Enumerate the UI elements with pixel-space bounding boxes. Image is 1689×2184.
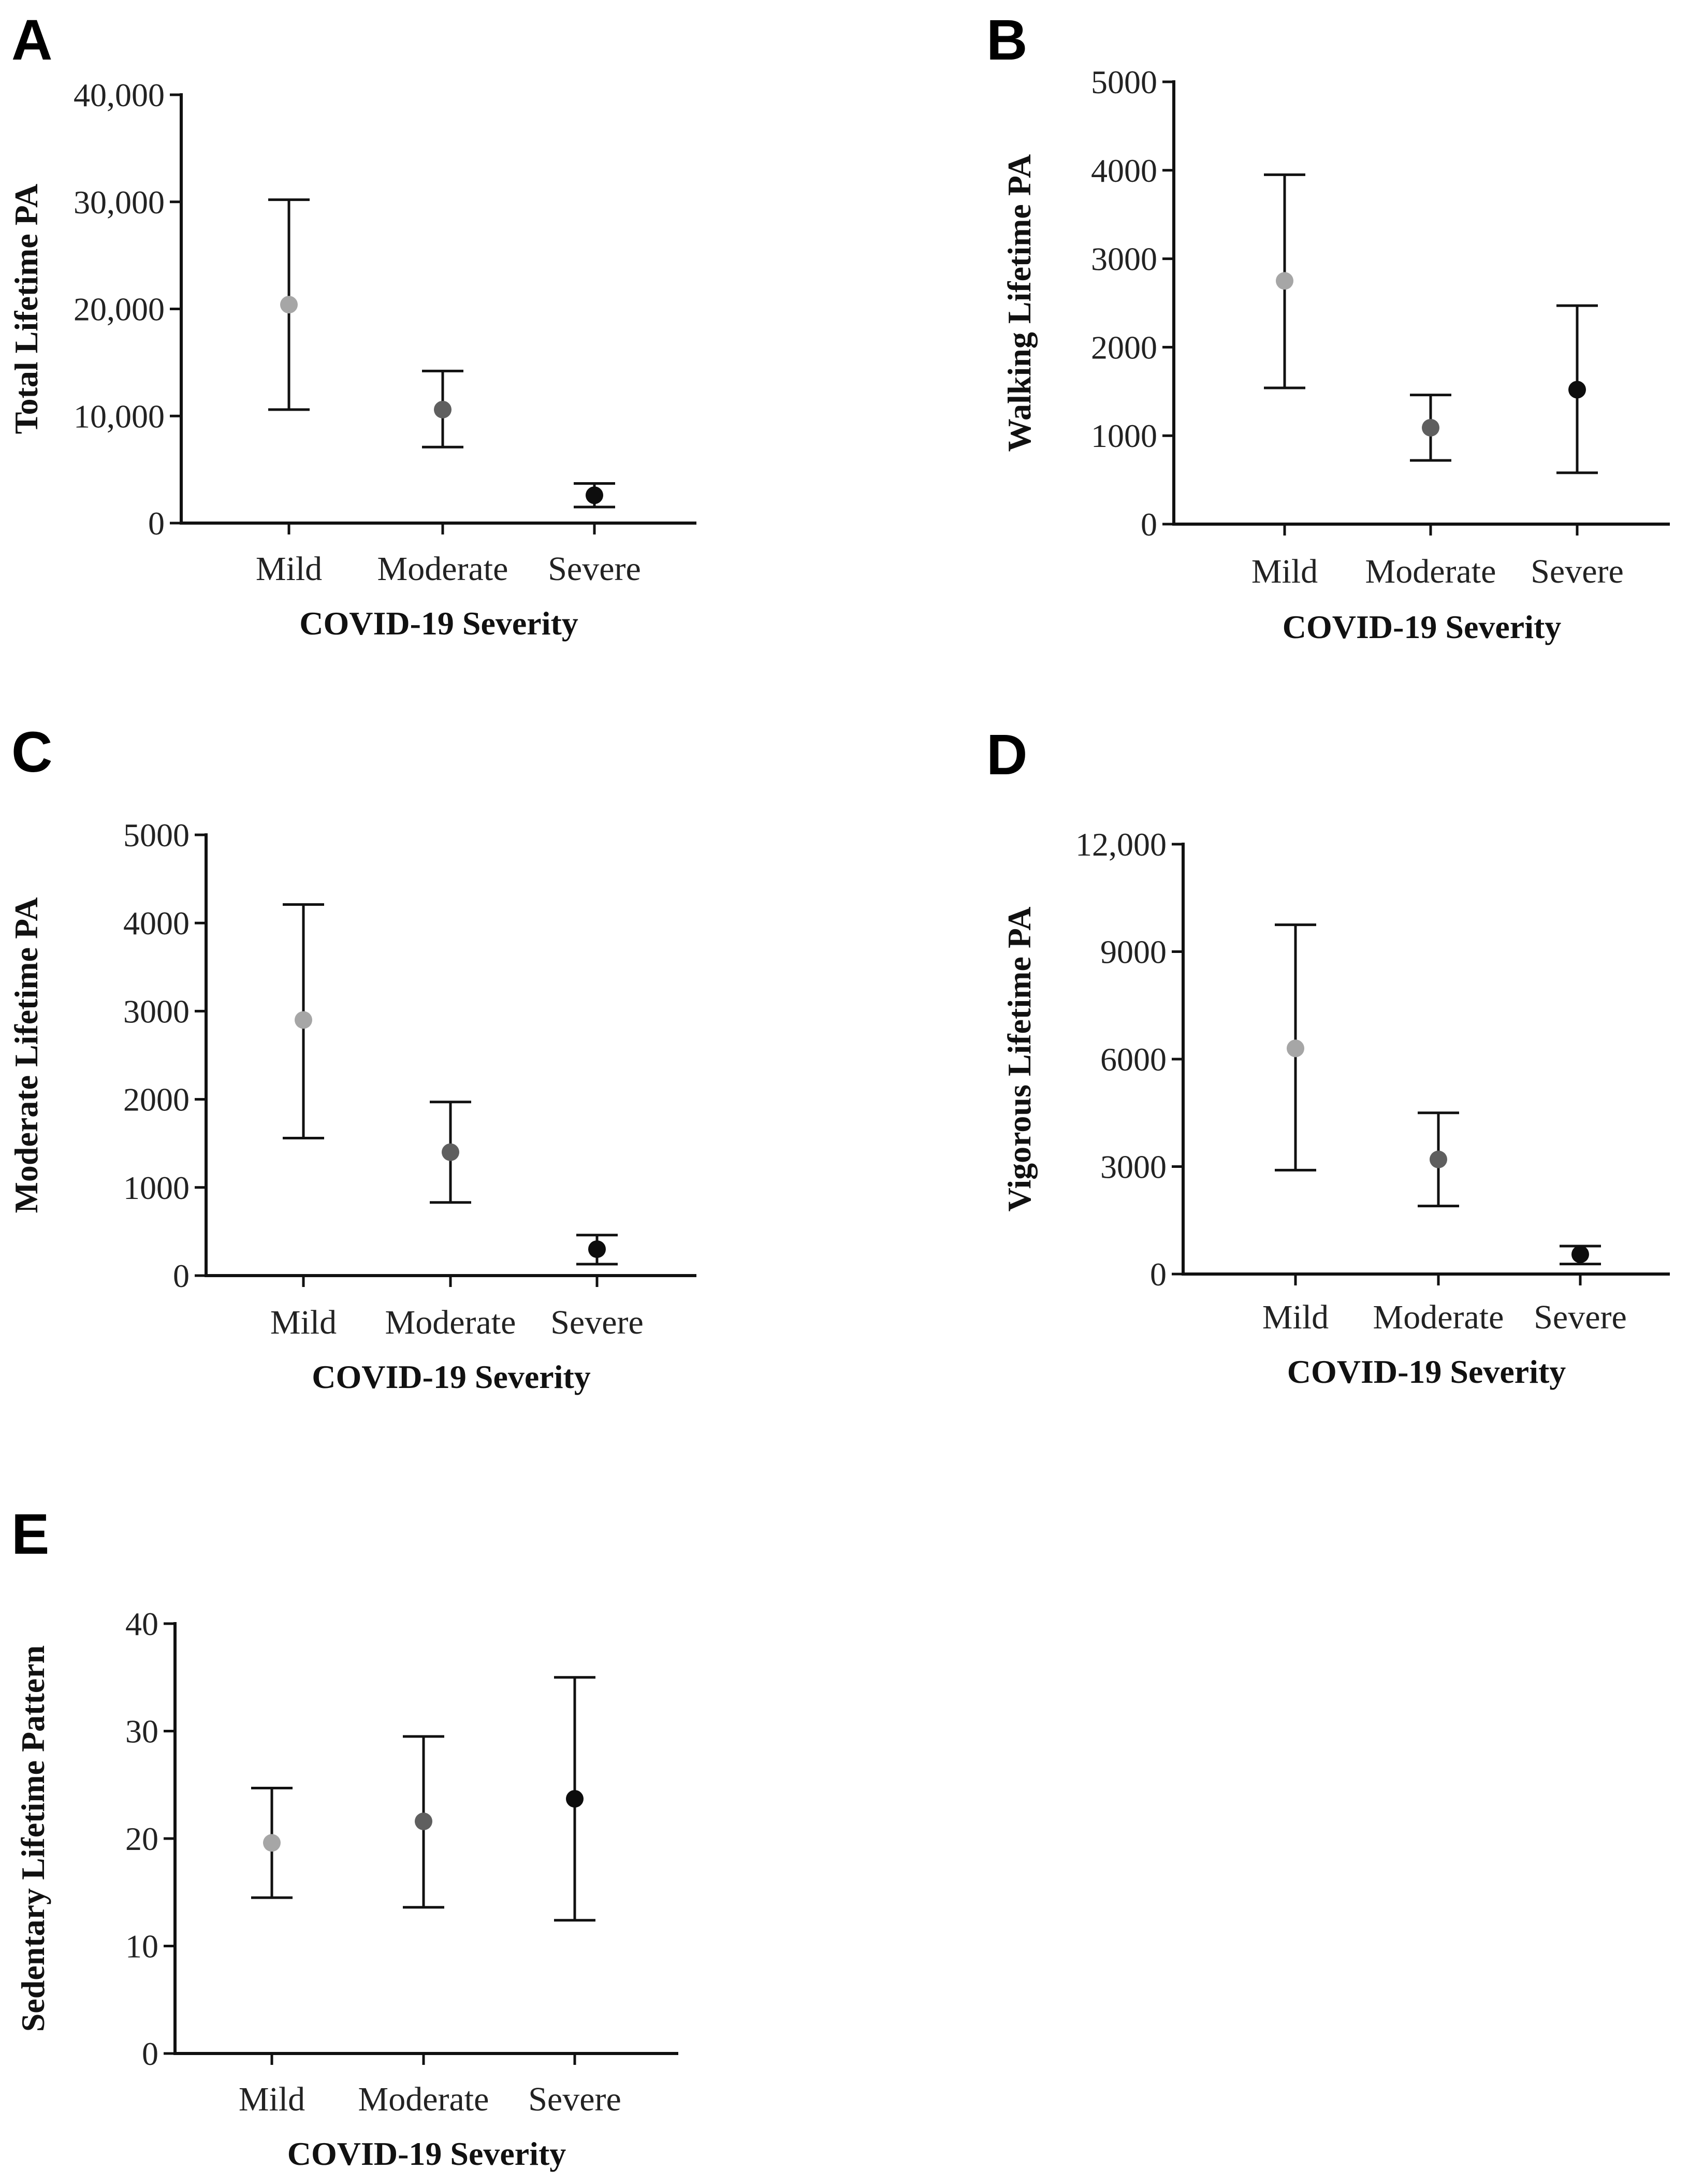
x-axis-title: COVID-19 Severity (312, 1358, 591, 1395)
x-category-label: Mild (239, 2080, 305, 2118)
x-category-label: Moderate (385, 1304, 516, 1341)
y-tick-label: 3000 (123, 993, 190, 1030)
y-tick-label: 30,000 (74, 184, 165, 221)
panel-letter: C (11, 720, 52, 784)
data-point-severe (586, 486, 603, 504)
y-tick-label: 2000 (1091, 329, 1157, 366)
data-point-mild (263, 1834, 281, 1852)
x-category-label: Severe (528, 2080, 621, 2118)
x-category-label: Moderate (358, 2080, 489, 2118)
y-tick-label: 2000 (123, 1081, 190, 1118)
data-point-mild (1287, 1039, 1304, 1058)
y-tick-label: 20,000 (74, 291, 165, 328)
y-tick-label: 1000 (1091, 417, 1157, 454)
x-category-label: Moderate (377, 550, 508, 588)
data-point-severe (1568, 381, 1586, 399)
panel-letter: D (986, 723, 1027, 787)
y-axis-title: Moderate Lifetime PA (8, 897, 45, 1213)
x-category-label: Severe (1531, 553, 1624, 590)
y-tick-label: 3000 (1091, 241, 1157, 278)
x-category-label: Mild (1262, 1298, 1329, 1336)
data-point-moderate (415, 1812, 432, 1830)
y-tick-label: 5000 (1091, 64, 1157, 100)
y-tick-label: 9000 (1100, 934, 1167, 971)
x-axis-title: COVID-19 Severity (299, 605, 578, 642)
y-tick-label: 0 (148, 505, 165, 542)
x-category-label: Mild (1251, 553, 1318, 590)
y-tick-label: 10,000 (74, 398, 165, 435)
x-category-label: Mild (256, 550, 322, 588)
y-tick-label: 10 (125, 1928, 158, 1965)
y-tick-label: 0 (173, 1257, 190, 1294)
y-tick-label: 3000 (1100, 1149, 1167, 1185)
y-tick-label: 4000 (1091, 152, 1157, 189)
y-tick-label: 5000 (123, 817, 190, 854)
data-point-moderate (1430, 1150, 1447, 1168)
panel-letter: B (986, 8, 1027, 72)
x-category-label: Moderate (1365, 553, 1496, 590)
y-tick-label: 1000 (123, 1169, 190, 1206)
y-tick-label: 0 (142, 2035, 158, 2072)
data-point-mild (1276, 272, 1293, 290)
panel-e: E 0 10 20 30 40 Mild Moderate Severe COVID-19 Sev… (11, 1502, 678, 2172)
y-tick-label: 40 (125, 1606, 158, 1642)
x-category-label: Severe (1534, 1298, 1627, 1336)
y-tick-label: 6000 (1100, 1041, 1167, 1078)
panel-c: C 0 1000 2000 3000 4000 5000 Mild Moderate Severe… (8, 720, 696, 1395)
panel-letter: E (11, 1502, 49, 1566)
x-category-label: Mild (270, 1304, 337, 1341)
panel-d: D 0 3000 6000 9000 12,000 Mild Moderate Severe CO… (986, 723, 1670, 1390)
y-tick-label: 30 (125, 1713, 158, 1750)
data-point-severe (1571, 1245, 1589, 1263)
y-tick-label: 0 (1141, 506, 1157, 543)
y-axis-title: Vigorous Lifetime PA (1001, 907, 1038, 1212)
y-axis-title: Total Lifetime PA (8, 184, 45, 434)
data-point-mild (280, 296, 298, 314)
panel-a: A 0 10,000 20,000 30,000 40,000 Mild Moderate Se… (8, 8, 696, 642)
panel-letter: A (11, 8, 52, 72)
y-tick-label: 12,000 (1075, 826, 1167, 863)
data-point-severe (566, 1790, 584, 1808)
data-point-mild (295, 1011, 312, 1029)
y-tick-label: 20 (125, 1820, 158, 1857)
x-category-label: Severe (550, 1304, 644, 1341)
data-point-severe (588, 1240, 606, 1258)
y-axis-title: Sedentary Lifetime Pattern (14, 1645, 51, 2032)
x-axis-title: COVID-19 Severity (287, 2135, 566, 2172)
y-axis-title: Walking Lifetime PA (1001, 154, 1038, 452)
x-axis-title: COVID-19 Severity (1283, 609, 1562, 645)
panel-b: B 0 1000 2000 3000 4000 5000 Mild Moderate Severe… (986, 8, 1670, 645)
y-tick-label: 4000 (123, 905, 190, 942)
data-point-moderate (1422, 418, 1439, 437)
x-axis-title: COVID-19 Severity (1287, 1353, 1566, 1390)
data-point-moderate (434, 400, 452, 418)
x-category-label: Moderate (1373, 1298, 1504, 1336)
x-category-label: Severe (548, 550, 641, 588)
y-tick-label: 0 (1150, 1256, 1167, 1293)
y-tick-label: 40,000 (74, 77, 165, 113)
data-point-moderate (442, 1143, 459, 1161)
